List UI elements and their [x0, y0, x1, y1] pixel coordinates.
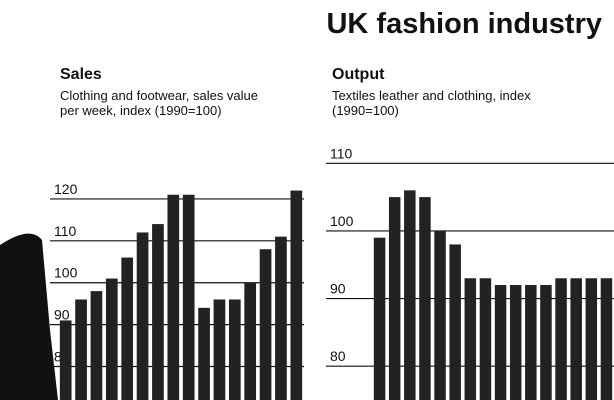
- bar: [152, 224, 164, 400]
- y-tick-label: 110: [54, 223, 77, 239]
- bar: [510, 285, 521, 400]
- bar: [91, 291, 103, 400]
- y-tick-label: 80: [330, 348, 346, 364]
- bar: [419, 197, 430, 400]
- bar: [244, 283, 256, 400]
- bar: [214, 299, 226, 400]
- bar: [229, 299, 241, 400]
- bar: [404, 190, 415, 400]
- bar: [260, 249, 272, 400]
- bar: [389, 197, 400, 400]
- bar: [525, 285, 536, 400]
- bar: [555, 278, 566, 400]
- page: {"title": "UK fashion industry", "chart_…: [0, 0, 614, 400]
- bar: [60, 320, 72, 400]
- bar: [121, 258, 133, 400]
- y-tick-label: 110: [330, 145, 353, 161]
- bar: [586, 278, 597, 400]
- bar: [374, 238, 385, 400]
- bar: [106, 279, 118, 400]
- bar: [275, 237, 287, 400]
- bar: [465, 278, 476, 400]
- y-tick-label: 90: [330, 281, 346, 297]
- bar: [167, 195, 179, 400]
- bar: [434, 231, 445, 400]
- y-tick-label: 90: [54, 307, 70, 323]
- bar: [198, 308, 210, 400]
- figure-illustration: [0, 234, 58, 400]
- bar: [75, 299, 87, 400]
- y-tick-label: 120: [54, 181, 78, 197]
- bar: [137, 232, 149, 400]
- bar: [183, 195, 195, 400]
- y-tick-label: 100: [330, 213, 354, 229]
- chart: 80901001101208090100110: [0, 0, 614, 400]
- bar: [290, 191, 302, 400]
- bar: [495, 285, 506, 400]
- bar: [449, 244, 460, 400]
- bar: [570, 278, 581, 400]
- bar: [540, 285, 551, 400]
- bar: [480, 278, 491, 400]
- bar: [601, 278, 612, 400]
- y-tick-label: 100: [54, 265, 78, 281]
